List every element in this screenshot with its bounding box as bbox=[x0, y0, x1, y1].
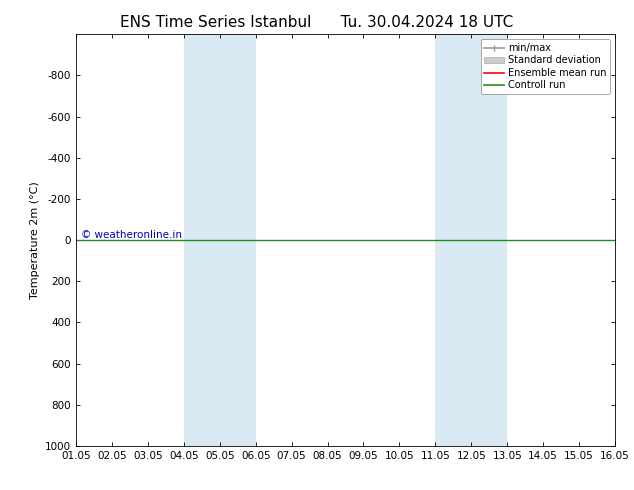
Bar bbox=[184, 34, 256, 446]
Text: ENS Time Series Istanbul      Tu. 30.04.2024 18 UTC: ENS Time Series Istanbul Tu. 30.04.2024 … bbox=[120, 15, 514, 30]
Legend: min/max, Standard deviation, Ensemble mean run, Controll run: min/max, Standard deviation, Ensemble me… bbox=[481, 39, 610, 94]
Bar bbox=[436, 34, 507, 446]
Y-axis label: Temperature 2m (°C): Temperature 2m (°C) bbox=[30, 181, 39, 299]
Text: © weatheronline.in: © weatheronline.in bbox=[81, 230, 183, 240]
